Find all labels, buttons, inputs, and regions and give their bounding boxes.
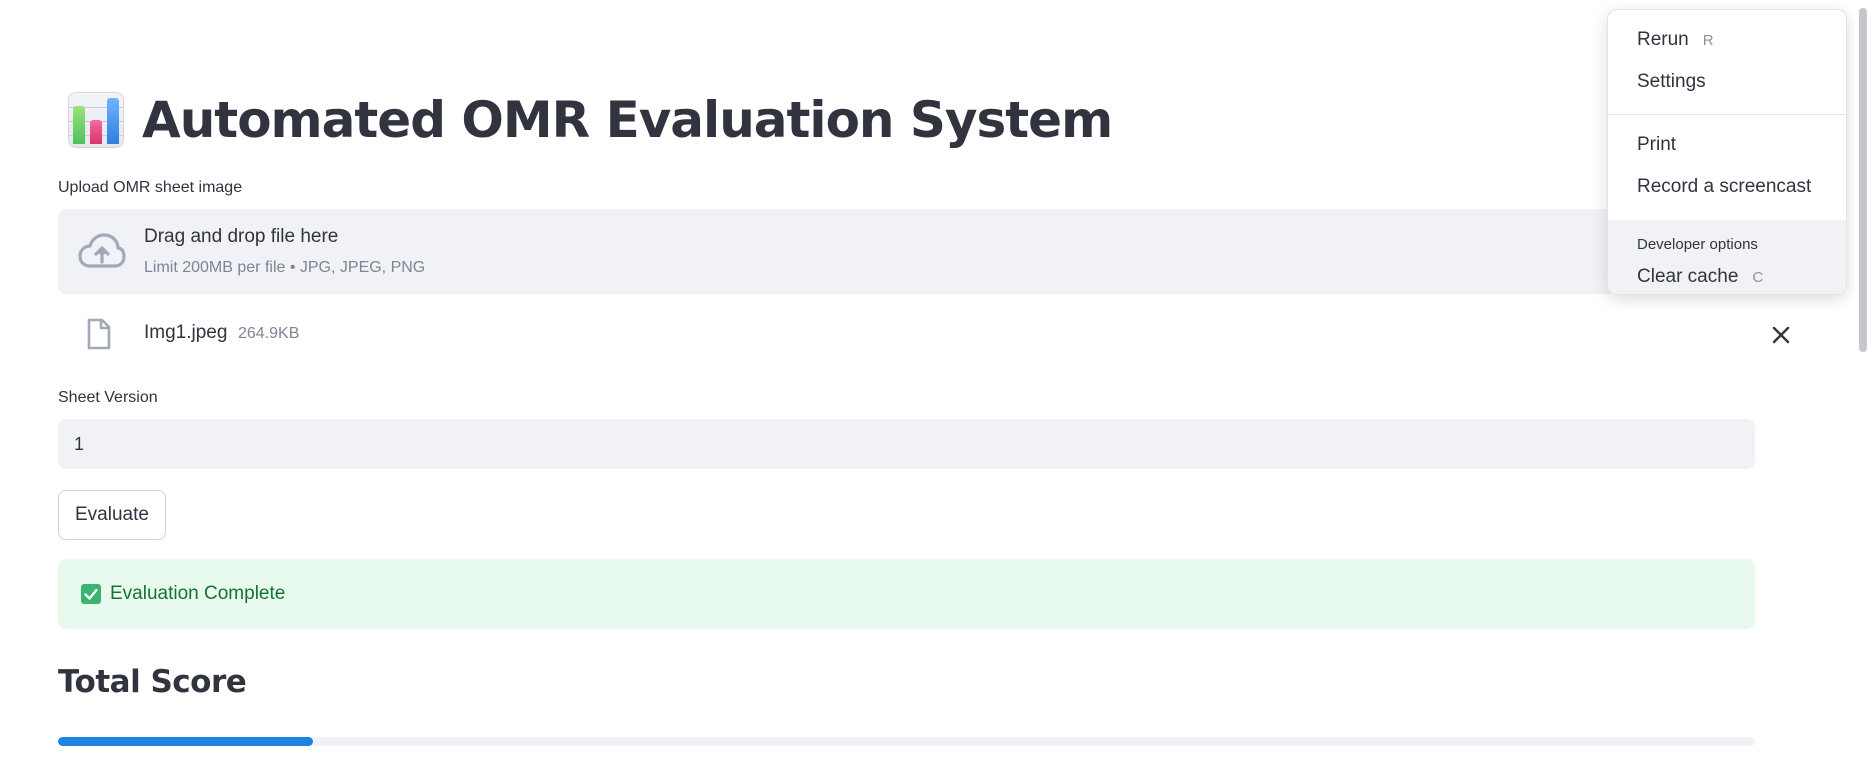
bar-chart-emoji-icon <box>68 92 124 148</box>
score-progress-fill <box>58 737 313 746</box>
menu-item-rerun[interactable]: Rerun R <box>1608 20 1846 60</box>
check-box-icon <box>81 584 101 604</box>
menu-shortcut: C <box>1752 269 1764 286</box>
cloud-upload-icon <box>78 233 126 268</box>
menu-shortcut: R <box>1702 32 1714 49</box>
menu-item-clear-cache[interactable]: Clear cache C <box>1608 257 1846 294</box>
menu-item-print[interactable]: Print <box>1608 125 1846 165</box>
success-message: Evaluation Complete <box>110 583 286 604</box>
menu-item-settings[interactable]: Settings <box>1608 62 1846 102</box>
menu-item-label: Settings <box>1637 71 1706 92</box>
menu-item-label: Print <box>1637 134 1677 155</box>
scrollbar-thumb[interactable] <box>1859 8 1867 352</box>
success-alert: Evaluation Complete <box>58 559 1755 629</box>
sheet-version-label: Sheet Version <box>58 389 158 406</box>
uploaded-file-size: 264.9KB <box>238 325 300 342</box>
score-progress-bar <box>58 737 1755 746</box>
page-header: Automated OMR Evaluation System <box>68 88 1113 152</box>
total-score-heading: Total Score <box>58 664 247 700</box>
main-menu: Rerun R Settings Print Record a screencas… <box>1607 9 1847 295</box>
uploader-label: Upload OMR sheet image <box>58 179 243 196</box>
developer-options-label: Developer options <box>1637 236 1758 253</box>
menu-divider <box>1608 114 1846 115</box>
dropzone-limit: Limit 200MB per file • JPG, JPEG, PNG <box>144 259 426 276</box>
file-dropzone[interactable]: Drag and drop file here Limit 200MB per … <box>58 209 1755 294</box>
page-title: Automated OMR Evaluation System <box>142 91 1113 149</box>
menu-item-label: Clear cache <box>1637 266 1739 287</box>
dropzone-title: Drag and drop file here <box>144 226 339 247</box>
developer-options-section: Developer options Clear cache C <box>1608 220 1846 294</box>
file-icon <box>87 318 111 350</box>
menu-item-record-screencast[interactable]: Record a screencast <box>1608 167 1846 207</box>
uploaded-file-name: Img1.jpeg <box>144 322 228 343</box>
evaluate-button[interactable]: Evaluate <box>58 490 166 540</box>
menu-item-label: Record a screencast <box>1637 176 1812 197</box>
menu-item-label: Rerun <box>1637 29 1689 50</box>
close-icon[interactable] <box>1768 322 1794 348</box>
sheet-version-input[interactable] <box>58 419 1755 469</box>
uploaded-file-row: Img1.jpeg 264.9KB <box>58 310 1790 360</box>
